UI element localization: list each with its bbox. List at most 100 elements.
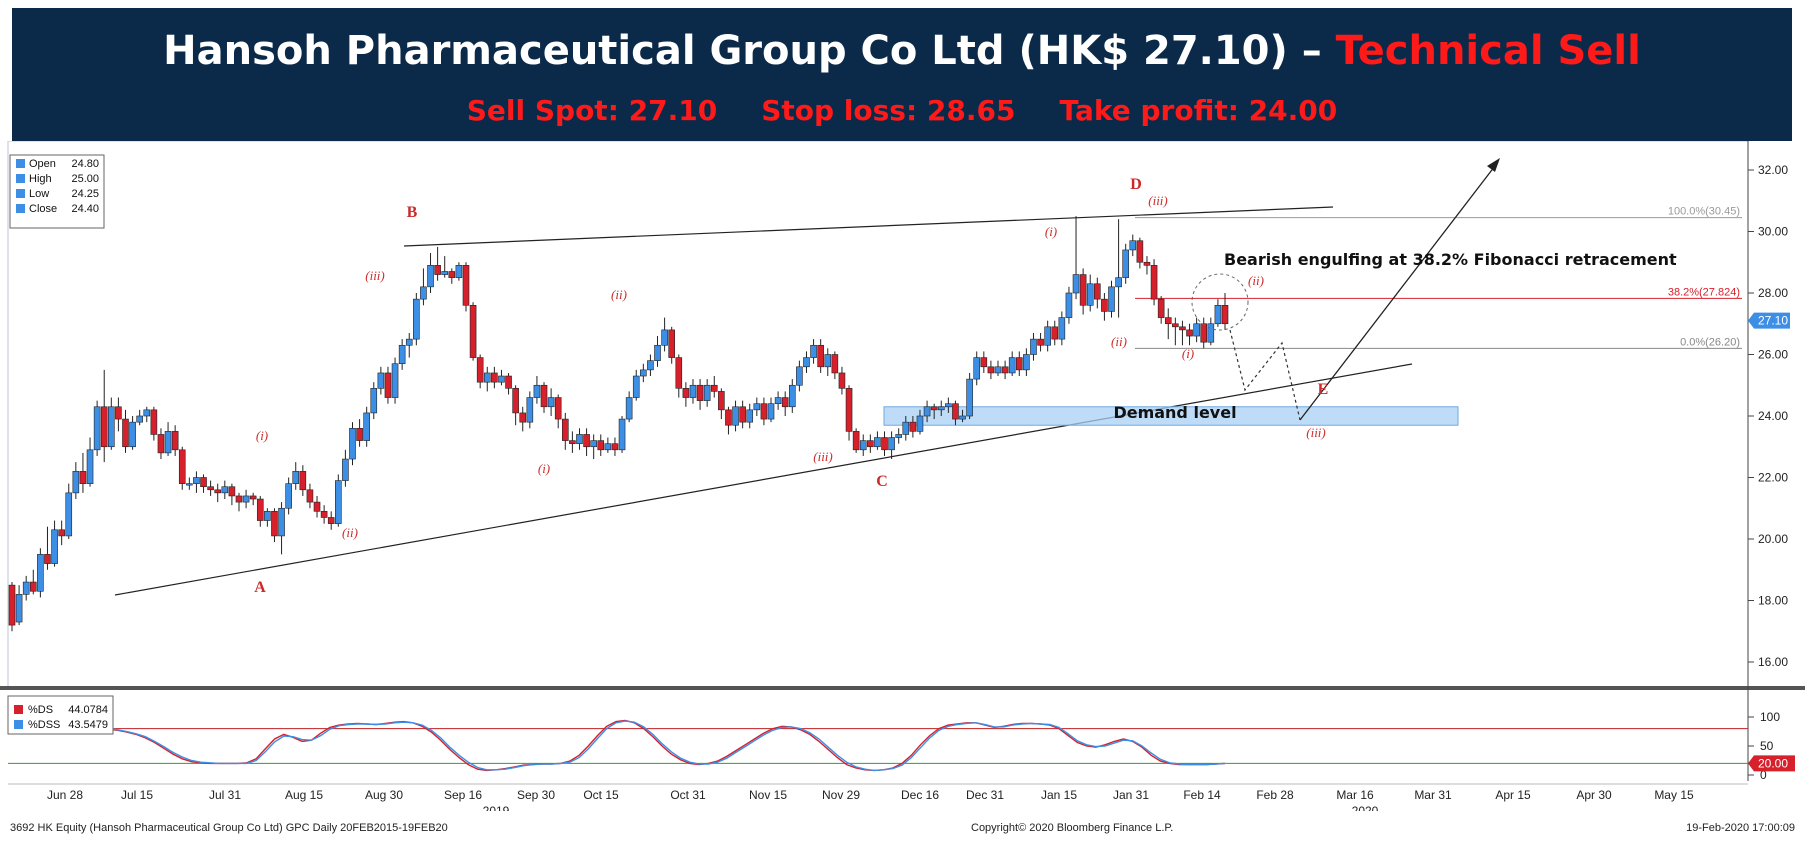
- candle-body: [590, 440, 597, 448]
- candle-body: [8, 584, 16, 626]
- osc-legend-value: 43.5479: [68, 719, 108, 731]
- candle-body: [725, 409, 732, 426]
- wave-label: (iii): [365, 268, 385, 283]
- candle-body: [1115, 277, 1122, 288]
- candle-body: [264, 511, 271, 521]
- candle-body: [335, 480, 342, 524]
- osc-legend-label: %DS: [28, 704, 53, 716]
- x-tick-label: Feb 28: [1256, 788, 1294, 802]
- ohlc-legend-swatch: [16, 189, 25, 198]
- candle-body: [640, 369, 647, 377]
- candle-body: [363, 412, 370, 441]
- candle-body: [1037, 338, 1044, 346]
- osc-legend-swatch: [14, 720, 23, 729]
- title-main: Hansoh Pharmaceutical Group Co Ltd (HK$ …: [163, 28, 1322, 74]
- candle-body: [1214, 305, 1222, 325]
- target-arrow-line: [1299, 161, 1499, 421]
- lower-trendline: [114, 363, 1413, 596]
- candle-body: [1094, 283, 1101, 300]
- x-tick-label: Dec 16: [901, 788, 939, 802]
- candle-body: [980, 357, 988, 368]
- candle-body: [1129, 240, 1137, 251]
- candle-body: [1058, 317, 1066, 340]
- wave-label: (i): [256, 428, 268, 443]
- candle-body: [895, 434, 902, 438]
- candle-body: [796, 366, 803, 386]
- header-banner: Hansoh Pharmaceutical Group Co Ltd (HK$ …: [12, 8, 1792, 141]
- candle-body: [37, 554, 44, 592]
- candle-body: [611, 443, 619, 451]
- price-tick-label: 16.00: [1758, 655, 1788, 669]
- wave-label: E: [1318, 381, 1329, 398]
- candle-body: [505, 375, 512, 389]
- candle-body: [1164, 317, 1172, 325]
- fib-100-line-label: 100.0%(30.45): [1668, 206, 1740, 218]
- osc-tick-label: 50: [1760, 739, 1774, 753]
- candle-body: [625, 397, 633, 420]
- price-tick-label: 28.00: [1758, 286, 1788, 300]
- ohlc-legend-value: 24.25: [71, 188, 99, 200]
- candle-body: [1172, 323, 1179, 328]
- wave-label: (iii): [1148, 193, 1168, 208]
- candle-body: [72, 471, 80, 494]
- candle-body: [576, 434, 583, 444]
- candle-body: [788, 384, 796, 408]
- candle-body: [398, 344, 406, 365]
- ohlc-legend-value: 25.00: [71, 173, 99, 185]
- candle-body: [214, 489, 222, 494]
- candle-body: [937, 406, 945, 411]
- candle-body: [200, 477, 207, 488]
- candle-body: [732, 406, 739, 426]
- candle-body: [1122, 249, 1129, 278]
- candle-body: [207, 486, 214, 491]
- candle-body: [838, 372, 846, 389]
- ohlc-legend-value: 24.40: [71, 203, 99, 215]
- x-tick-label: Mar 16: [1336, 788, 1374, 802]
- candle-body: [767, 403, 775, 420]
- candle-body: [115, 406, 122, 420]
- candle-body: [1101, 298, 1108, 312]
- candle-body: [427, 265, 434, 288]
- page-title: Hansoh Pharmaceutical Group Co Ltd (HK$ …: [12, 28, 1792, 74]
- candle-body: [157, 434, 165, 454]
- candle-body: [945, 403, 952, 408]
- x-tick-label: Sep 16: [444, 788, 482, 802]
- candle-body: [1200, 323, 1208, 343]
- candle-body: [299, 471, 307, 491]
- wave-label: (i): [1182, 346, 1194, 361]
- chart-area: 16.00 18.00 20.00 22.00 24.00 26.00 28.00 30.00…: [0, 141, 1805, 811]
- fib-382-line-label: 38.2%(27.824): [1668, 286, 1740, 298]
- candle-body: [604, 443, 612, 451]
- candle-body: [1150, 265, 1158, 300]
- wave-label: A: [254, 579, 266, 596]
- candle-body: [235, 495, 243, 503]
- price-tick-label: 32.00: [1758, 163, 1788, 177]
- last-price-marker: [1748, 312, 1790, 329]
- candle-body: [143, 409, 151, 417]
- candle-body: [916, 415, 924, 432]
- candle-body: [774, 397, 782, 404]
- candle-body: [1207, 323, 1215, 343]
- x-tick-label: Oct 15: [583, 788, 619, 802]
- candle-body: [987, 366, 995, 374]
- candle-body: [256, 498, 264, 521]
- candle-body: [44, 554, 51, 564]
- candle-body: [370, 388, 378, 414]
- candle-body: [29, 581, 37, 592]
- candle-body: [1023, 354, 1030, 371]
- candle-body: [781, 397, 789, 408]
- x-tick-label: Jul 31: [209, 788, 241, 802]
- candle-body: [973, 357, 981, 380]
- candle-body: [1157, 298, 1165, 318]
- candle-body: [441, 271, 449, 275]
- candle-body: [817, 344, 824, 368]
- candle-body: [1079, 274, 1087, 306]
- candle-body: [51, 529, 58, 564]
- candle-body: [845, 388, 853, 432]
- take-profit: Take profit: 24.00: [1059, 94, 1338, 127]
- candle-body: [228, 486, 236, 497]
- candle-body: [661, 329, 668, 346]
- candle-body: [696, 384, 704, 401]
- candle-body: [703, 384, 711, 401]
- candle-body: [874, 437, 881, 448]
